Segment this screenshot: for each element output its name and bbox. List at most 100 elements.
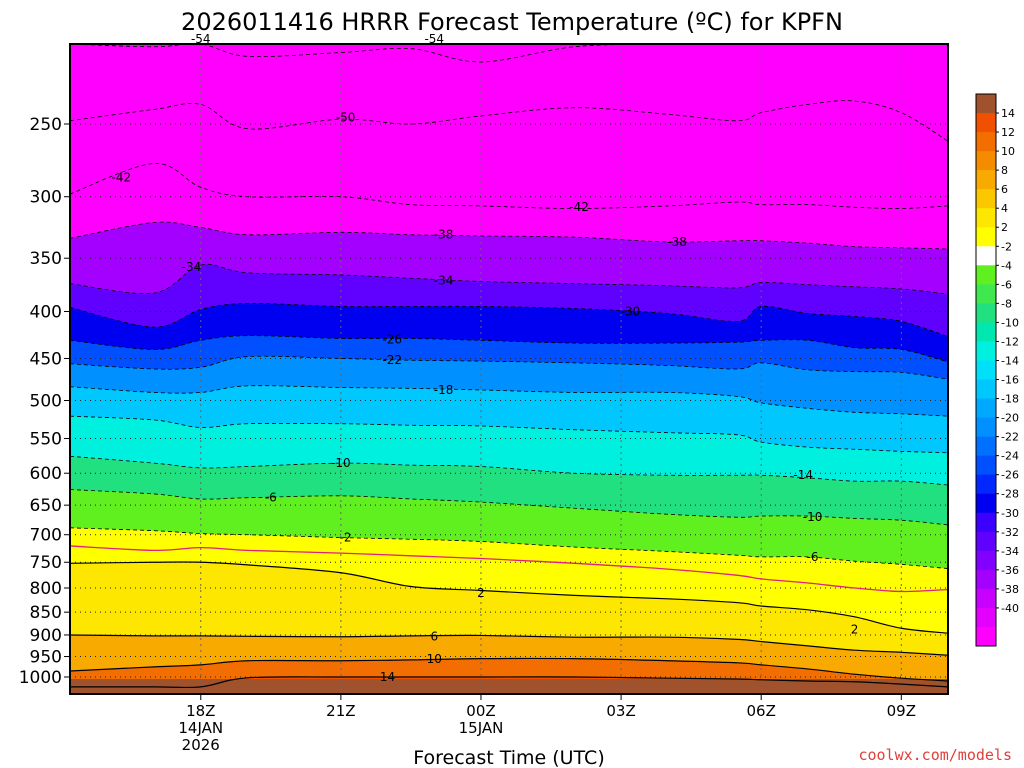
- y-tick-label: 600: [30, 464, 62, 484]
- contour-label: 14: [380, 670, 395, 684]
- isotherm--34: [69, 263, 949, 295]
- contour-label: -18: [434, 383, 454, 397]
- contour-label: -42: [112, 171, 132, 185]
- isotherm-10: [69, 657, 949, 682]
- temperature-bands: [70, 43, 948, 695]
- colorbar-tick-label: -30: [1001, 507, 1019, 520]
- colorbar-tick-label: -6: [1001, 278, 1012, 291]
- contour-label: -22: [382, 353, 402, 367]
- y-tick-label: 500: [30, 392, 62, 412]
- credit-link[interactable]: coolwx.com/models: [858, 746, 1012, 764]
- contour-label: -2: [340, 531, 352, 545]
- contour-label: -34: [182, 260, 202, 274]
- contour-label: -30: [621, 304, 641, 318]
- colorbar-tick-label: -18: [1001, 393, 1019, 406]
- colorbar-swatch: [976, 132, 996, 152]
- colorbar-tick-label: -40: [1001, 602, 1019, 615]
- isotherm-contours: [69, 43, 949, 689]
- y-tick-label: 1000: [19, 668, 62, 688]
- colorbar-tick-label: -10: [1001, 316, 1019, 329]
- x-tick-label: 09Z: [887, 702, 916, 720]
- x-tick-label: 06Z: [747, 702, 776, 720]
- contour-label: -54: [424, 32, 444, 46]
- colorbar-tick-label: -28: [1001, 488, 1019, 501]
- colorbar-swatch: [976, 284, 996, 304]
- x-tick-label: 15JAN: [459, 719, 504, 737]
- colorbar-swatch: [976, 246, 996, 266]
- chart-title: 2026011416 HRRR Forecast Temperature (ºC…: [181, 8, 843, 36]
- colorbar-tick-label: -36: [1001, 564, 1019, 577]
- plot-frame: [69, 43, 949, 695]
- colorbar-frame: [975, 93, 997, 647]
- colorbar-tick-label: -16: [1001, 374, 1019, 387]
- colorbar-swatch: [976, 170, 996, 190]
- colorbar-tick-label: -4: [1001, 259, 1012, 272]
- colorbar-tick-label: -20: [1001, 412, 1019, 425]
- colorbar-swatch: [976, 379, 996, 400]
- y-tick-label: 850: [30, 603, 62, 623]
- isotherm--6: [69, 489, 949, 526]
- x-tick-label: 21Z: [326, 702, 355, 720]
- isotherm--26: [69, 335, 949, 363]
- colorbar-tick-label: -22: [1001, 431, 1019, 444]
- x-tick-label: 03Z: [606, 702, 635, 720]
- y-tick-label: 550: [30, 430, 62, 450]
- colorbar-tick-label: -38: [1001, 583, 1019, 596]
- y-tick-label: 450: [30, 349, 62, 369]
- contour-label: 2: [851, 623, 859, 637]
- y-tick-label: 700: [30, 526, 62, 546]
- x-tick-label: 14JAN: [178, 719, 223, 737]
- colorbar-tick-label: -12: [1001, 335, 1019, 348]
- colorbar-tick-label: 8: [1001, 164, 1008, 177]
- isotherm--50: [69, 100, 949, 142]
- isotherm--14: [69, 415, 949, 454]
- colorbar-tick-label: -24: [1001, 450, 1019, 463]
- isotherm--30: [69, 302, 949, 337]
- colorbar-tick-label: -34: [1001, 545, 1019, 558]
- isotherm--18: [69, 385, 949, 417]
- contour-labels: -54 -54-50-42-42-38-38-34-34-30-26-22-18-…: [112, 32, 859, 684]
- contour-label: -34: [434, 273, 454, 287]
- y-tick-label: 950: [30, 648, 62, 668]
- isotherm-14: [69, 676, 949, 689]
- colorbar-swatch: [976, 493, 996, 514]
- colorbar-swatch: [976, 531, 996, 552]
- contour-label: 2: [477, 586, 485, 600]
- x-tick-label: 2026: [182, 736, 220, 754]
- colorbar-swatch: [976, 512, 996, 533]
- contour-label: 10: [427, 652, 442, 666]
- plot-grid: [70, 44, 948, 694]
- x-axis-label: Forecast Time (UTC): [413, 747, 604, 768]
- colorbar-swatch: [976, 360, 996, 381]
- colorbar-swatch: [976, 626, 996, 647]
- colorbar-tick-label: 14: [1001, 107, 1015, 120]
- colorbar-swatch: [976, 569, 996, 590]
- x-tick-label: 00Z: [466, 702, 495, 720]
- colorbar-swatch: [976, 94, 996, 114]
- freezing-line: [69, 545, 949, 593]
- colorbar-tick-label: -26: [1001, 469, 1019, 482]
- contour-label: -10: [803, 510, 823, 524]
- surface-band: [70, 679, 948, 694]
- colorbar-tick-label: 12: [1001, 126, 1015, 139]
- y-tick-label: 900: [30, 626, 62, 646]
- isotherm--22: [69, 355, 949, 380]
- x-tick-label: 18Z: [186, 702, 215, 720]
- contour-label: -42: [569, 200, 589, 214]
- colorbar-swatch: [976, 474, 996, 495]
- contour-label: -54: [191, 32, 211, 46]
- colorbar-swatch: [976, 417, 996, 438]
- colorbar-tick-label: 2: [1001, 221, 1008, 234]
- colorbar-swatch: [976, 455, 996, 476]
- contour-label: -14: [793, 468, 813, 482]
- colorbar-swatch: [976, 189, 996, 209]
- contour-label: -26: [382, 332, 402, 346]
- colorbar-swatch: [976, 607, 996, 628]
- y-tick-label: 300: [30, 188, 62, 208]
- y-axis: 250 300 350 400 450 500 550 600 650 700 750 800 850 9…: [19, 115, 70, 688]
- colorbar-tick-label: 10: [1001, 145, 1015, 158]
- colorbar-swatch: [976, 227, 996, 247]
- contour-label: 6: [430, 629, 438, 643]
